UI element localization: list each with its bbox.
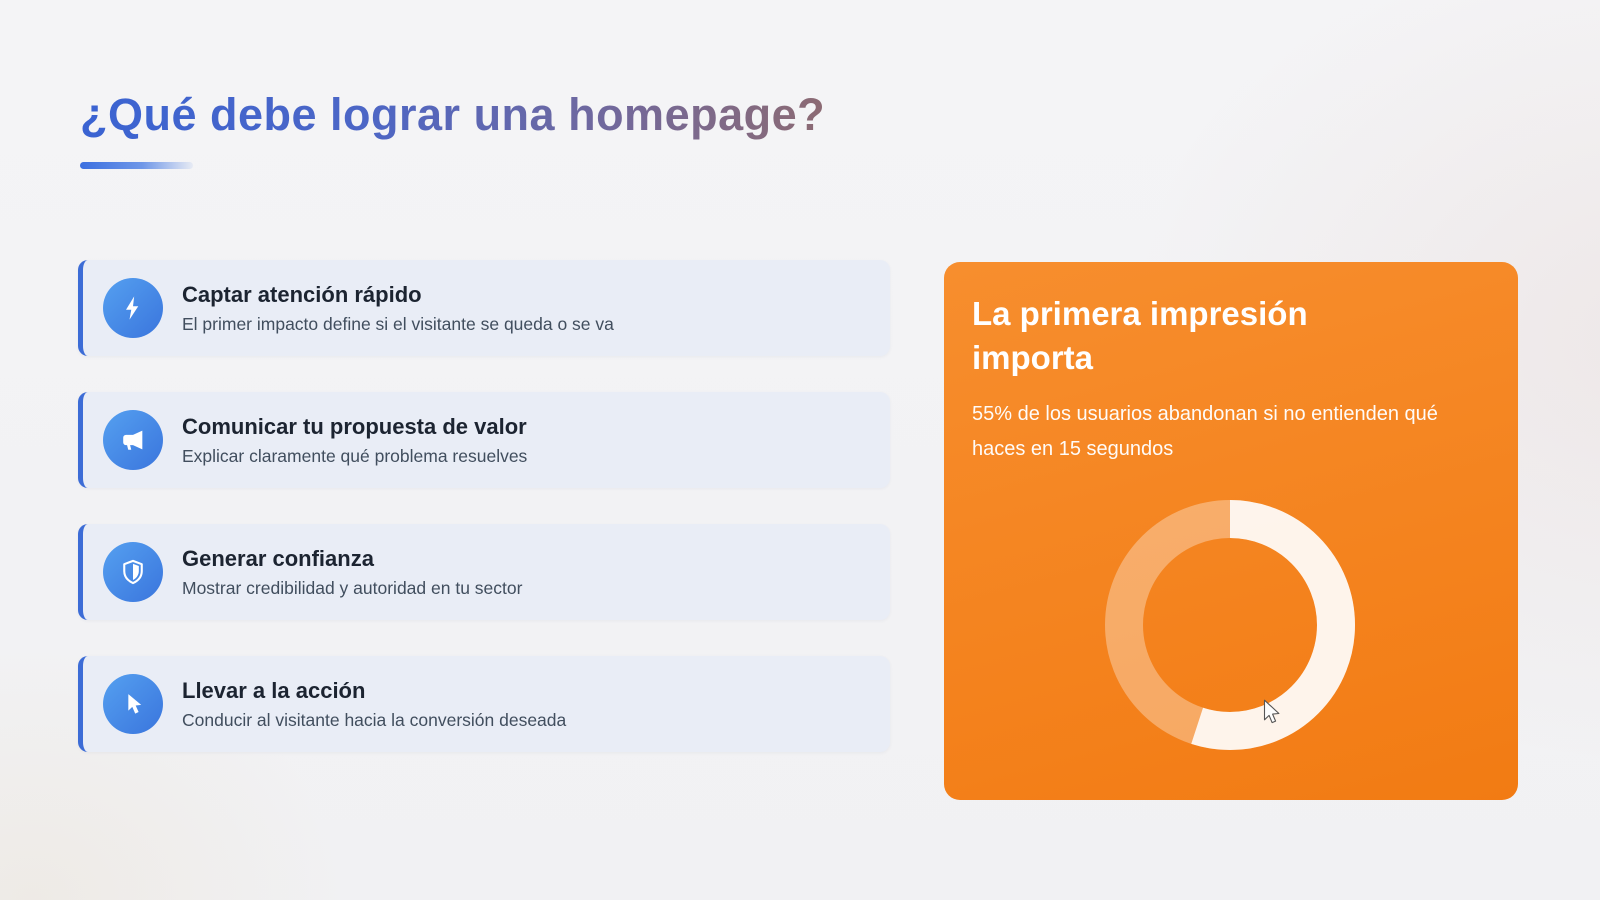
goal-description: Conducir al visitante hacia la conversió… — [182, 709, 567, 730]
goal-title: Comunicar tu propuesta de valor — [182, 413, 527, 439]
megaphone-icon — [103, 410, 163, 470]
goal-title: Generar confianza — [182, 545, 374, 571]
goal-card-captar-atencion: Captar atención rápido El primer impacto… — [78, 260, 890, 356]
goal-text: Captar atención rápido El primer impacto… — [182, 281, 614, 334]
donut-segment — [1105, 500, 1355, 750]
goal-title: Captar atención rápido — [182, 281, 422, 307]
goal-title: Llevar a la acción — [182, 677, 366, 703]
highlight-card-stat-text: 55% de los usuarios abandonan si no enti… — [972, 403, 1438, 460]
lightning-icon — [103, 278, 163, 338]
highlight-card-title: La primera impresión importa — [972, 295, 1308, 376]
mouse-cursor — [1263, 699, 1280, 724]
goal-description: Explicar claramente qué problema resuelv… — [182, 445, 528, 466]
goal-card-generar-confianza: Generar confianza Mostrar credibilidad y… — [78, 524, 890, 620]
goal-text: Comunicar tu propuesta de valor Explicar… — [182, 413, 528, 466]
goal-description: El primer impacto define si el visitante… — [182, 313, 614, 334]
goal-description: Mostrar credibilidad y autoridad en tu s… — [182, 577, 523, 598]
goal-text: Llevar a la acción Conducir al visitante… — [182, 677, 567, 730]
goal-card-propuesta-valor: Comunicar tu propuesta de valor Explicar… — [78, 392, 890, 488]
title-underline — [80, 162, 193, 169]
page-title: ¿Qué debe lograr una homepage? — [80, 89, 826, 140]
goal-card-llevar-accion: Llevar a la acción Conducir al visitante… — [78, 656, 890, 752]
shield-icon — [103, 542, 163, 602]
cursor-icon — [103, 674, 163, 734]
donut-chart — [1105, 500, 1355, 750]
goal-text: Generar confianza Mostrar credibilidad y… — [182, 545, 523, 598]
goals-list: Captar atención rápido El primer impacto… — [78, 260, 890, 752]
first-impression-card: La primera impresión importa 55% de los … — [944, 262, 1518, 800]
